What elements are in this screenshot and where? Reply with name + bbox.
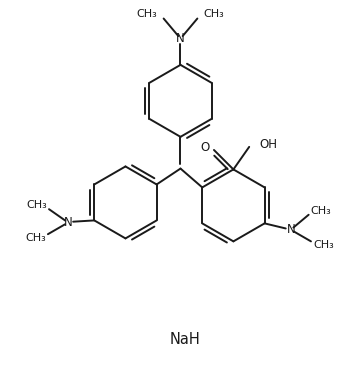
Text: O: O — [200, 141, 209, 154]
Text: CH₃: CH₃ — [25, 233, 46, 243]
Text: N: N — [64, 216, 73, 229]
Text: CH₃: CH₃ — [136, 9, 157, 19]
Text: CH₃: CH₃ — [311, 206, 331, 216]
Text: CH₃: CH₃ — [26, 200, 47, 210]
Text: N: N — [286, 223, 295, 236]
Text: N: N — [176, 32, 185, 45]
Text: CH₃: CH₃ — [204, 9, 225, 19]
Text: CH₃: CH₃ — [313, 240, 334, 250]
Text: NaH: NaH — [169, 332, 200, 348]
Text: OH: OH — [260, 138, 278, 151]
